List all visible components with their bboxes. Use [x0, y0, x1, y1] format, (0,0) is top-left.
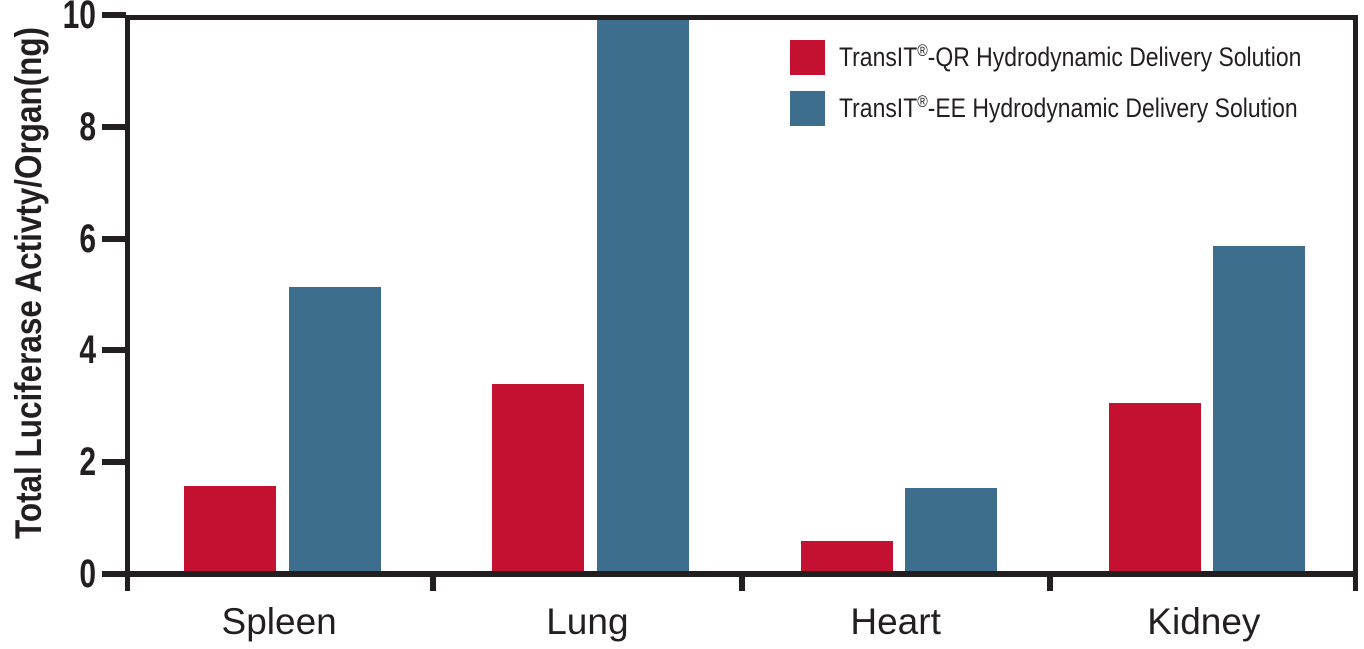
- x-category-label: Heart: [850, 601, 941, 642]
- y-tick: [102, 459, 126, 466]
- bar-qr-heart: [800, 540, 893, 571]
- bar-ee-lung: [596, 20, 689, 571]
- y-tick-label: 6: [79, 216, 96, 261]
- legend-label-prefix: TransIT: [839, 93, 918, 123]
- bar-qr-spleen: [184, 485, 276, 571]
- legend-label-rest: -EE Hydrodynamic Delivery Solution: [927, 93, 1298, 123]
- y-tick-label: 2: [79, 440, 96, 485]
- x-tick: [1046, 571, 1053, 591]
- x-tick: [430, 571, 437, 591]
- legend-swatch: [790, 40, 825, 75]
- legend-item: TransIT®-EE Hydrodynamic Delivery Soluti…: [790, 91, 1364, 126]
- x-tick: [1353, 571, 1358, 591]
- x-tick: [738, 571, 745, 591]
- x-category-label: Kidney: [1147, 601, 1261, 642]
- y-tick-label: 0: [79, 552, 96, 596]
- legend-item-label: TransIT®-QR Hydrodynamic Delivery Soluti…: [839, 42, 1301, 73]
- bar-qr-lung: [492, 383, 585, 571]
- y-tick-label: 8: [79, 104, 96, 149]
- bar-ee-kidney: [1213, 245, 1306, 571]
- bar-qr-kidney: [1108, 402, 1201, 571]
- y-tick-label: 4: [79, 328, 96, 373]
- legend-label-rest: -QR Hydrodynamic Delivery Solution: [927, 42, 1302, 72]
- legend: TransIT®-QR Hydrodynamic Delivery Soluti…: [790, 40, 1364, 142]
- legend-item: TransIT®-QR Hydrodynamic Delivery Soluti…: [790, 40, 1364, 75]
- x-tick: [125, 571, 130, 591]
- y-tick-label: 10: [62, 0, 96, 37]
- y-tick: [102, 12, 126, 18]
- legend-swatch: [790, 91, 825, 126]
- y-tick: [102, 123, 126, 130]
- bar-ee-spleen: [288, 287, 381, 571]
- y-tick: [102, 571, 126, 577]
- x-category-label: Spleen: [221, 601, 337, 642]
- legend-item-label: TransIT®-EE Hydrodynamic Delivery Soluti…: [839, 93, 1298, 124]
- plot-area: [125, 15, 1358, 571]
- x-category-label: Lung: [546, 601, 629, 642]
- registered-trademark-symbol: ®: [917, 92, 928, 111]
- legend-label-prefix: TransIT: [839, 42, 918, 72]
- bar-ee-heart: [905, 488, 997, 571]
- y-tick: [102, 347, 126, 354]
- y-tick: [102, 235, 126, 242]
- registered-trademark-symbol: ®: [917, 41, 928, 60]
